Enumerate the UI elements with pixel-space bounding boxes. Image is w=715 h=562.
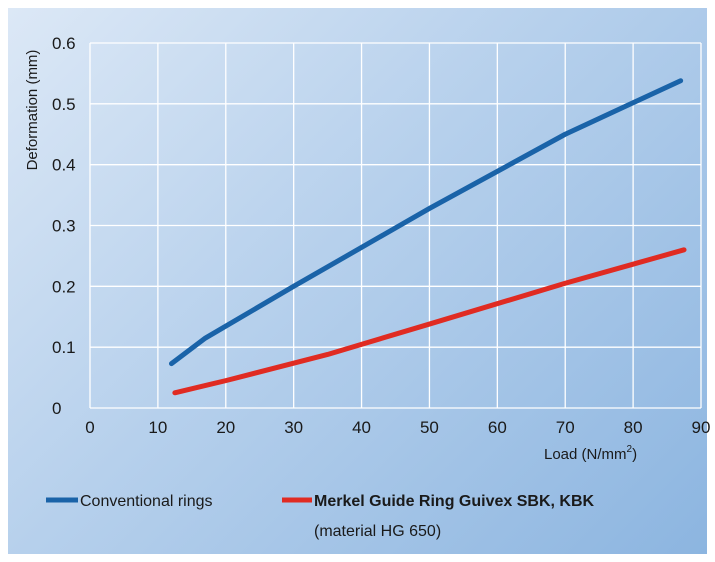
y-tick-label: 0.1 — [52, 338, 76, 357]
x-axis-title-sup: 2 — [627, 444, 633, 455]
x-tick-label: 90 — [692, 418, 711, 437]
y-tick-label: 0 — [52, 399, 61, 418]
x-axis-title-main: Load (N/mm — [544, 446, 627, 463]
chart-background — [8, 8, 707, 554]
y-tick-label: 0.6 — [52, 34, 76, 53]
legend-label-conventional: Conventional rings — [80, 493, 213, 510]
x-tick-label: 30 — [284, 418, 303, 437]
y-tick-label: 0.2 — [52, 277, 76, 296]
y-tick-label: 0.4 — [52, 156, 76, 175]
tick-labels: 0 10 20 30 40 50 60 70 80 90 0 0.1 0.2 0.3 0.4 0.5 0.6 — [52, 34, 710, 437]
x-tick-label: 10 — [148, 418, 167, 437]
x-tick-label: 0 — [85, 418, 94, 437]
legend-subtitle-merkel: (material HG 650) — [314, 523, 441, 540]
series-line-0 — [168, 78, 684, 367]
x-tick-label: 70 — [556, 418, 575, 437]
legend: Conventional rings Merkel Guide Ring Gui… — [46, 493, 595, 540]
y-tick-label: 0.3 — [52, 217, 76, 236]
series-line-1 — [172, 247, 687, 396]
legend-label-merkel: Merkel Guide Ring Guivex SBK, KBK — [314, 493, 595, 510]
y-tick-label: 0.5 — [52, 95, 76, 114]
x-tick-label: 50 — [420, 418, 439, 437]
x-tick-label: 40 — [352, 418, 371, 437]
x-axis-title-close: ) — [632, 446, 637, 463]
x-tick-label: 60 — [488, 418, 507, 437]
x-tick-label: 20 — [216, 418, 235, 437]
x-axis-title: Load (N/mm2) — [544, 444, 637, 463]
series-layer — [168, 78, 687, 396]
y-axis-title: Deformation (mm) — [24, 50, 41, 171]
x-tick-label: 80 — [624, 418, 643, 437]
